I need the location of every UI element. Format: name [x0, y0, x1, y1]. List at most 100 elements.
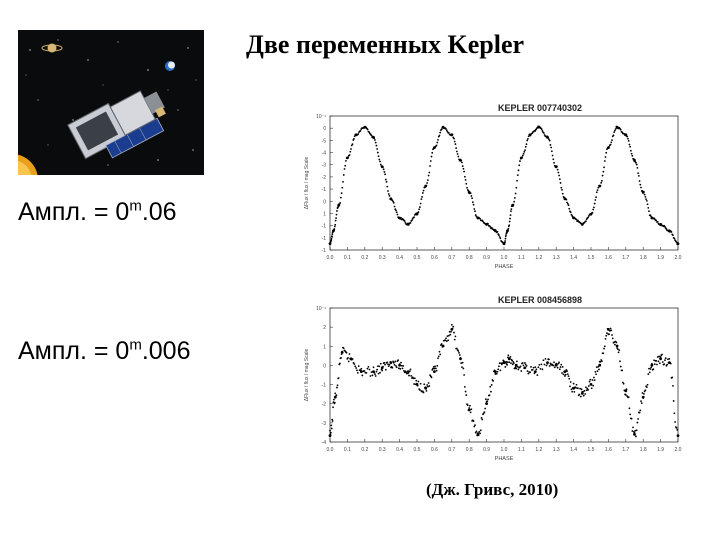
data-point — [460, 362, 463, 364]
data-point — [332, 230, 335, 233]
x-tick-label: 0.8 — [466, 255, 473, 261]
data-point — [514, 363, 518, 367]
data-point — [415, 379, 418, 382]
data-point — [408, 374, 410, 377]
x-tick-label: 1.4 — [570, 255, 577, 261]
data-point — [593, 376, 595, 379]
x-axis-label: PHASE — [495, 456, 514, 462]
data-point — [419, 206, 421, 208]
data-point — [648, 367, 650, 370]
data-point — [503, 241, 506, 244]
data-point — [619, 365, 622, 368]
data-point — [635, 435, 637, 438]
data-point — [477, 434, 480, 437]
data-point — [541, 368, 544, 371]
data-point — [464, 390, 467, 393]
x-tick-label: 0.4 — [396, 255, 403, 261]
y-tick-label: 10⁻¹ — [316, 114, 326, 120]
data-point — [505, 234, 507, 236]
data-point — [482, 412, 485, 415]
data-point — [645, 200, 648, 202]
data-point — [580, 391, 584, 395]
data-point — [670, 231, 673, 233]
data-point — [453, 331, 455, 334]
y-tick-label: 0 — [323, 199, 326, 205]
data-point — [376, 365, 379, 368]
y-tick-label: -3 — [322, 163, 327, 169]
data-point — [333, 398, 335, 401]
data-point — [537, 366, 540, 369]
data-point — [432, 366, 435, 368]
data-point — [492, 379, 495, 382]
data-point — [437, 355, 440, 358]
data-point — [635, 163, 638, 166]
data-point — [330, 237, 333, 240]
data-point — [473, 208, 476, 210]
data-point — [489, 385, 492, 388]
data-point — [523, 150, 526, 153]
data-point — [403, 220, 406, 222]
data-point — [577, 387, 579, 390]
data-point — [374, 373, 376, 376]
data-point — [495, 372, 498, 375]
data-point — [458, 354, 461, 356]
data-point — [636, 421, 639, 424]
data-point — [510, 362, 512, 365]
data-point — [524, 149, 526, 152]
data-point — [595, 191, 598, 194]
data-point — [533, 370, 537, 373]
data-point — [484, 398, 487, 401]
data-point — [642, 397, 645, 399]
data-point — [567, 375, 570, 378]
data-point — [622, 382, 625, 385]
x-tick-label: 0.5 — [414, 255, 421, 261]
data-point — [507, 227, 510, 230]
data-point — [465, 394, 468, 396]
data-point — [445, 340, 448, 343]
data-point — [592, 208, 595, 211]
y-tick-label: -1 — [322, 383, 327, 389]
data-point — [469, 192, 472, 195]
data-point — [524, 145, 527, 148]
data-point — [412, 377, 415, 380]
data-point — [449, 333, 452, 336]
data-points — [328, 125, 680, 246]
x-tick-label: 0.2 — [361, 255, 368, 261]
data-point — [455, 147, 458, 150]
data-point — [375, 144, 378, 147]
data-point — [461, 361, 464, 364]
data-point — [508, 224, 511, 227]
data-point — [427, 174, 430, 177]
data-point — [517, 169, 520, 172]
x-tick-label: 0.5 — [414, 447, 421, 453]
data-point — [595, 366, 598, 368]
data-point — [438, 134, 441, 137]
data-point — [408, 370, 411, 373]
data-point — [539, 367, 542, 370]
data-point — [400, 364, 403, 367]
data-point — [653, 363, 656, 366]
data-point — [508, 220, 511, 223]
amplitude-2-value: .006 — [141, 337, 191, 365]
slide-title: Две переменных Kepler — [246, 30, 525, 59]
data-point — [469, 411, 472, 414]
data-point — [416, 382, 418, 385]
data-point — [671, 376, 674, 379]
data-point — [566, 370, 568, 373]
x-tick-label: 0.4 — [396, 447, 403, 453]
data-point — [339, 202, 342, 204]
data-point — [558, 361, 560, 364]
data-point — [463, 175, 466, 178]
data-point — [619, 128, 622, 131]
data-point — [540, 363, 543, 366]
data-points — [328, 323, 680, 438]
data-point — [526, 370, 529, 373]
data-point — [614, 128, 617, 130]
data-point — [448, 334, 450, 337]
data-point — [522, 152, 525, 155]
data-point — [548, 138, 550, 141]
x-tick-label: 0.1 — [344, 447, 351, 453]
data-point — [541, 130, 544, 132]
data-point — [669, 362, 672, 365]
data-point — [585, 386, 587, 389]
